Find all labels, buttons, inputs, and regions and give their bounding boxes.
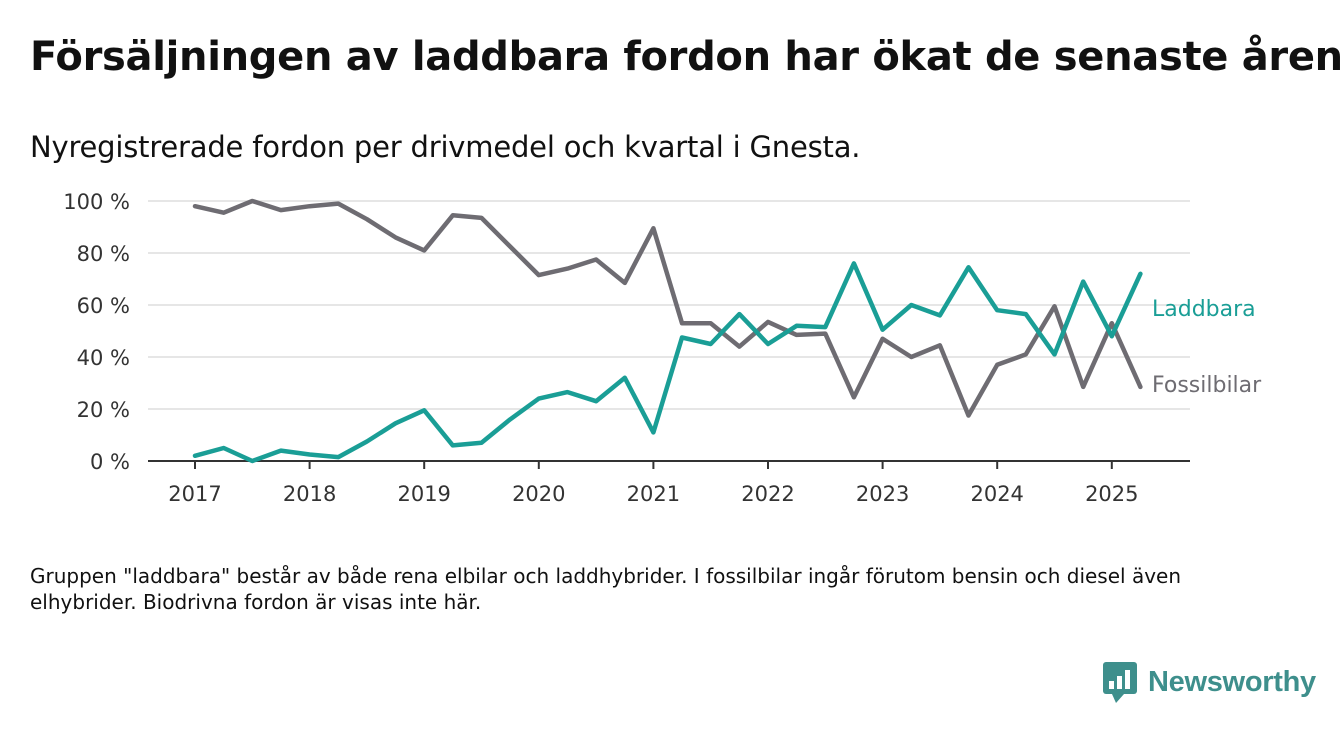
- y-tick-label: 20 %: [77, 398, 130, 422]
- bar-chart-speech-bubble-icon: [1103, 662, 1137, 703]
- x-tick-label: 2024: [970, 482, 1023, 506]
- series-label-fossilbilar: Fossilbilar: [1152, 373, 1262, 398]
- x-tick-label: 2020: [512, 482, 565, 506]
- y-tick-label: 40 %: [77, 346, 130, 370]
- y-tick-label: 60 %: [77, 294, 130, 318]
- x-tick-label: 2017: [168, 482, 221, 506]
- x-tick-label: 2022: [741, 482, 794, 506]
- series-lines: [192, 198, 1143, 464]
- x-tick-label: 2021: [627, 482, 680, 506]
- y-tick-label: 0 %: [90, 450, 130, 474]
- brand-logo[interactable]: Newsworthy: [1102, 660, 1316, 704]
- series-labels: Fossilbilar Laddbara: [1152, 297, 1262, 398]
- x-tick-label: 2019: [397, 482, 450, 506]
- y-axis-ticks: 0 % 20 % 40 % 60 % 80 % 100 %: [63, 190, 130, 474]
- x-tick-label: 2018: [283, 482, 336, 506]
- series-line-fossilbilar: [192, 198, 1143, 418]
- x-axis-ticks: 2017 2018 2019 2020 2021 2022 2023 2024 2025: [168, 461, 1139, 506]
- brand-name: Newsworthy: [1148, 665, 1316, 698]
- x-tick-label: 2025: [1085, 482, 1138, 506]
- line-chart: 0 % 20 % 40 % 60 % 80 % 100 % 2017 2018 2019 202…: [63, 190, 1262, 506]
- chart-title: Försäljningen av laddbara fordon har öka…: [30, 34, 1340, 80]
- y-tick-label: 80 %: [77, 242, 130, 266]
- chart-subtitle: Nyregistrerade fordon per drivmedel och …: [30, 130, 861, 164]
- x-tick-label: 2023: [856, 482, 909, 506]
- footnote: Gruppen "laddbara" består av både rena e…: [30, 564, 1182, 614]
- series-label-laddbara: Laddbara: [1152, 297, 1256, 322]
- y-tick-label: 100 %: [63, 190, 130, 214]
- series-line-laddbara: [192, 261, 1143, 464]
